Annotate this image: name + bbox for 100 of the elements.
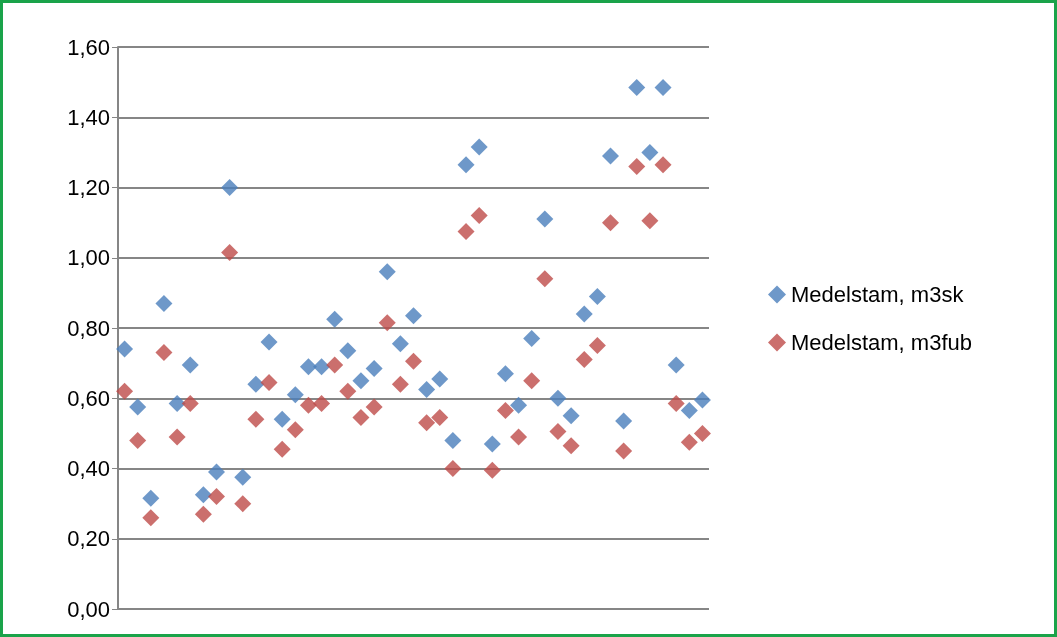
point (234, 468, 252, 486)
point (391, 375, 409, 393)
y-tick-label: 0,60 (67, 385, 110, 411)
point (142, 489, 160, 507)
point (129, 431, 147, 449)
point (286, 421, 304, 439)
point (641, 143, 659, 161)
point (496, 365, 514, 383)
point (339, 382, 357, 400)
point (260, 333, 278, 351)
point (431, 409, 449, 427)
point (562, 407, 580, 425)
point (221, 243, 239, 261)
point (234, 495, 252, 513)
point (168, 395, 186, 413)
point (523, 372, 541, 390)
point (575, 351, 593, 369)
point (378, 263, 396, 281)
point (496, 402, 514, 420)
point (457, 156, 475, 174)
point (352, 409, 370, 427)
point (181, 395, 199, 413)
point (680, 433, 698, 451)
y-tick-label: 1,00 (67, 245, 110, 271)
point (615, 412, 633, 430)
point (588, 337, 606, 355)
point (523, 330, 541, 348)
point (602, 147, 619, 165)
point (365, 359, 383, 377)
point (693, 424, 711, 442)
point (431, 370, 449, 388)
point (181, 356, 199, 374)
point (510, 428, 528, 446)
point (273, 410, 291, 428)
point (562, 437, 580, 455)
point (549, 389, 567, 407)
point (667, 395, 685, 413)
point (510, 396, 528, 414)
point (260, 373, 278, 391)
point (168, 428, 186, 446)
y-tick-label: 1,60 (67, 34, 110, 60)
y-tick-label: 0,80 (67, 315, 110, 341)
point (378, 314, 396, 332)
point (208, 463, 225, 481)
point (667, 356, 685, 374)
point (221, 179, 239, 196)
point (273, 440, 291, 458)
point (602, 214, 619, 232)
point (299, 396, 317, 414)
point (286, 386, 304, 404)
point (628, 157, 646, 175)
point (155, 344, 173, 362)
point (405, 352, 422, 370)
point (483, 461, 501, 479)
point (116, 382, 134, 400)
point (418, 380, 436, 398)
point (641, 212, 659, 230)
point (457, 222, 475, 240)
point (444, 460, 462, 477)
point (444, 431, 462, 449)
legend-label: Medelstam, m3fub (791, 330, 972, 355)
point (326, 310, 344, 328)
point (536, 210, 554, 228)
point (549, 423, 567, 441)
point (628, 78, 646, 96)
point (313, 358, 331, 376)
point (365, 398, 383, 416)
point (116, 340, 134, 358)
point (693, 391, 711, 409)
point (194, 505, 212, 523)
point (470, 138, 488, 156)
point (588, 287, 606, 305)
y-tick-label: 0,40 (67, 456, 110, 481)
y-tick-label: 1,40 (67, 104, 110, 130)
point (483, 435, 501, 453)
point (313, 395, 331, 413)
point (536, 270, 554, 288)
point (418, 414, 436, 432)
point (247, 375, 265, 393)
point (129, 398, 147, 416)
point (326, 356, 344, 374)
point (654, 78, 672, 96)
legend-label: Medelstam, m3sk (791, 282, 965, 307)
point (299, 358, 317, 376)
point (615, 442, 633, 460)
point (352, 372, 370, 390)
y-tick-label: 0,00 (67, 596, 110, 622)
point (391, 335, 409, 353)
point (405, 307, 422, 325)
y-tick-label: 0,20 (67, 526, 110, 552)
point (654, 156, 672, 174)
point (208, 488, 225, 506)
point (155, 294, 173, 312)
point (247, 410, 265, 428)
point (575, 305, 593, 323)
y-tick-label: 1,20 (67, 175, 110, 200)
point (194, 486, 212, 504)
point (142, 509, 160, 527)
point (339, 342, 357, 360)
point (680, 402, 698, 420)
